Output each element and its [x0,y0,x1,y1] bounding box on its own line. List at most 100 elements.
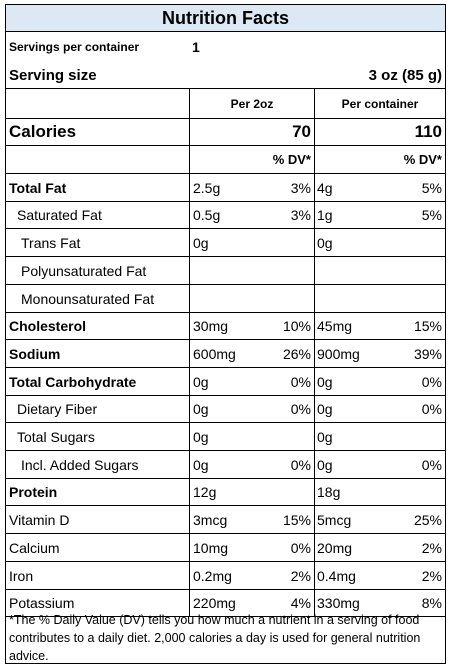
calories-row: Calories 70 110 [6,119,445,146]
column-divider [314,479,315,505]
dv-per-container: 15% [413,318,442,334]
amount-per-unit: 3mcg [193,511,228,528]
dv-per-container: 39% [413,345,442,362]
amount-per-unit: 2.5g [193,179,221,196]
column-divider [314,285,315,312]
column-divider [189,285,190,312]
column-divider [314,562,315,589]
dv-per-unit [256,423,311,450]
serving-size-label: Serving size [9,66,97,84]
amount-per-container [317,257,387,284]
column-divider [189,534,190,561]
column-divider [314,89,315,118]
dv-per-container [386,257,442,284]
amount-per-container: 0g [317,401,333,417]
amount-per-unit: 0g [193,456,209,473]
nutrition-facts-label: Nutrition Facts Servings per container 1… [5,4,446,664]
amount-per-unit [193,257,263,284]
nutrient-label: Total Fat [9,179,67,196]
dv-per-unit: 3% [290,179,311,196]
column-divider [189,506,190,533]
dv-per-unit: 15% [282,511,311,528]
nutrient-label: Total Carbohydrate [9,373,137,390]
dv-per-container [386,229,442,256]
table-row: Polyunsaturated Fat [6,257,445,285]
dv-per-container: 5% [421,207,442,223]
amount-per-container: 45mg [317,318,353,334]
nutrient-label: Saturated Fat [17,207,102,223]
dv-per-container: 8% [421,595,442,611]
dv-per-container: 25% [413,511,442,528]
column-divider [189,479,190,505]
nutrient-label: Dietary Fiber [17,401,98,417]
amount-per-container: 1g [317,207,333,223]
dv-per-unit: 26% [282,345,311,362]
amount-per-unit: 0.2mg [193,567,232,584]
nutrient-label: Protein [9,484,58,500]
dv-per-unit: 0% [290,456,311,473]
amount-per-unit: 220mg [193,595,236,611]
amount-per-container: 0g [317,234,333,251]
amount-per-container: 330mg [317,595,360,611]
nutrient-label: Polyunsaturated Fat [21,262,147,279]
column-divider [189,313,190,339]
nutrient-label: Trans Fat [21,234,81,251]
nutrient-label: Total Sugars [17,428,95,445]
calories-per-container: 110 [414,122,442,141]
column-divider [314,174,315,201]
column-divider [189,340,190,367]
serving-size-row: Serving size 3 oz (85 g) [6,62,445,89]
amount-per-unit: 0g [193,373,209,390]
column-divider [189,229,190,256]
column-divider [189,368,190,395]
amount-per-container: 20mg [317,539,353,556]
column-divider [314,368,315,395]
amount-per-unit: 0g [193,234,209,251]
title-row: Nutrition Facts [6,5,445,32]
table-row: Trans Fat 0g 0g [6,229,445,257]
table-row: Total Carbohydrate 0g 0% 0g 0% [6,368,445,396]
amount-per-container [317,285,387,312]
column-divider [314,590,315,616]
dv-header-row: % DV* % DV* [6,146,445,174]
column-divider [314,146,315,173]
dv-per-container: 2% [421,539,442,556]
calories-per-unit: 70 [292,122,311,141]
column-divider [314,534,315,561]
column-divider [314,119,315,145]
dv-per-unit [256,257,311,284]
column-divider [314,202,315,228]
table-row: Protein 12g 18g [6,479,445,506]
column-divider [189,257,190,284]
nutrient-label: Monounsaturated Fat [21,290,155,307]
dv-per-container: 2% [421,567,442,584]
table-row: Sodium 600mg 26% 900mg 39% [6,340,445,368]
nutrient-label: Incl. Added Sugars [21,456,139,473]
amount-per-unit: 0g [193,428,209,445]
nutrient-label: Sodium [9,345,61,362]
column-divider [314,229,315,256]
nutrient-label: Iron [9,567,34,584]
table-row: Monounsaturated Fat [6,285,445,313]
amount-per-unit: 10mg [193,539,229,556]
nutrient-label: Vitamin D [9,511,70,528]
table-row: Dietary Fiber 0g 0% 0g 0% [6,396,445,423]
column-divider [189,423,190,450]
amount-per-unit: 12g [193,484,217,500]
column-divider [314,423,315,450]
amount-per-container: 0g [317,428,333,445]
dv-per-unit [256,479,311,505]
dv-per-unit: 2% [290,567,311,584]
table-row: Vitamin D 3mcg 15% 5mcg 25% [6,506,445,534]
column-per-container-header: Per container [341,96,419,111]
column-divider [189,174,190,201]
amount-per-container: 5mcg [317,511,352,528]
amount-per-container: 900mg [317,345,360,362]
dv-per-unit: 0% [290,401,311,417]
table-row: Iron 0.2mg 2% 0.4mg 2% [6,562,445,590]
table-row: Cholesterol 30mg 10% 45mg 15% [6,313,445,340]
nutrient-label: Potassium [9,595,75,611]
footnote: *The % Daily Value (DV) tells you how mu… [9,613,421,663]
table-row: Total Fat 2.5g 3% 4g 5% [6,174,445,202]
amount-per-container: 0.4mg [317,567,356,584]
